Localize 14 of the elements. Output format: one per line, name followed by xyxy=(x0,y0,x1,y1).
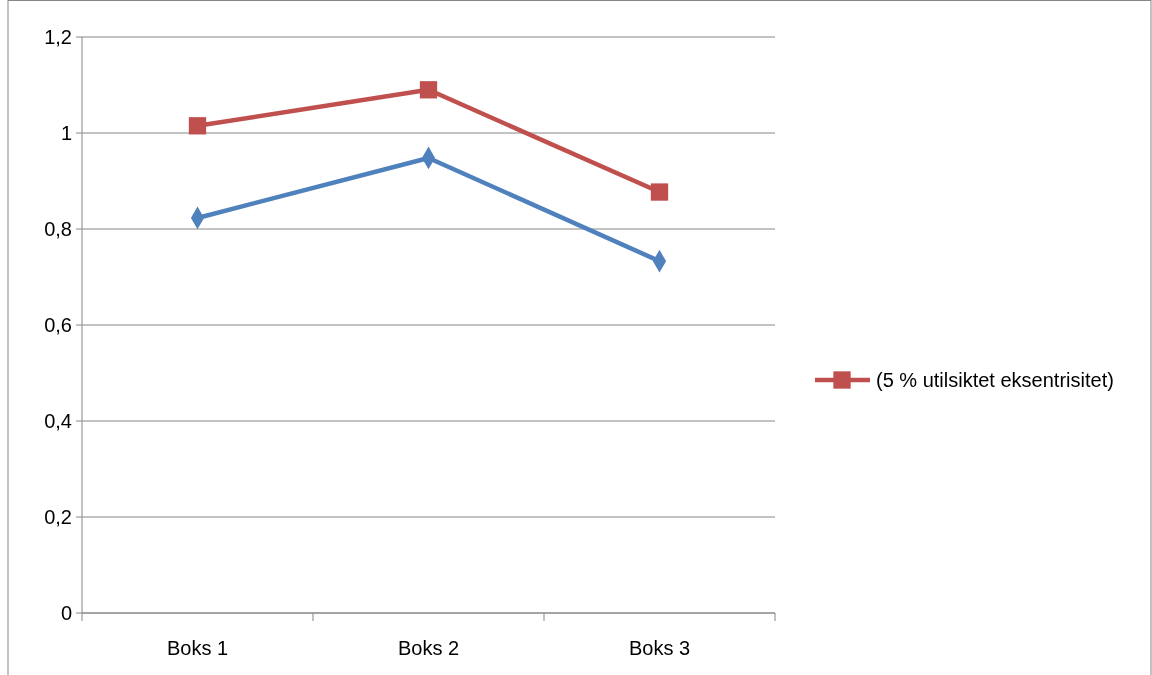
x-tick-label: Boks 2 xyxy=(397,637,460,659)
y-tick-label: 0,8 xyxy=(44,218,72,240)
legend-label: (5 % utilsiktet eksentrisitet) xyxy=(876,369,1114,391)
y-tick-label: 0,6 xyxy=(44,314,72,336)
y-tick-label: 1 xyxy=(60,122,72,144)
x-tick-label: Boks 3 xyxy=(628,637,691,659)
y-tick-label: 0,2 xyxy=(44,506,72,528)
point xyxy=(419,81,438,99)
y-tick-label: 1,2 xyxy=(44,26,72,48)
x-tick-label: Boks 1 xyxy=(166,637,229,659)
y-tick-label: 0,4 xyxy=(44,410,72,432)
y-tick-label: 0 xyxy=(60,602,72,624)
point xyxy=(188,117,207,135)
point xyxy=(650,183,669,201)
